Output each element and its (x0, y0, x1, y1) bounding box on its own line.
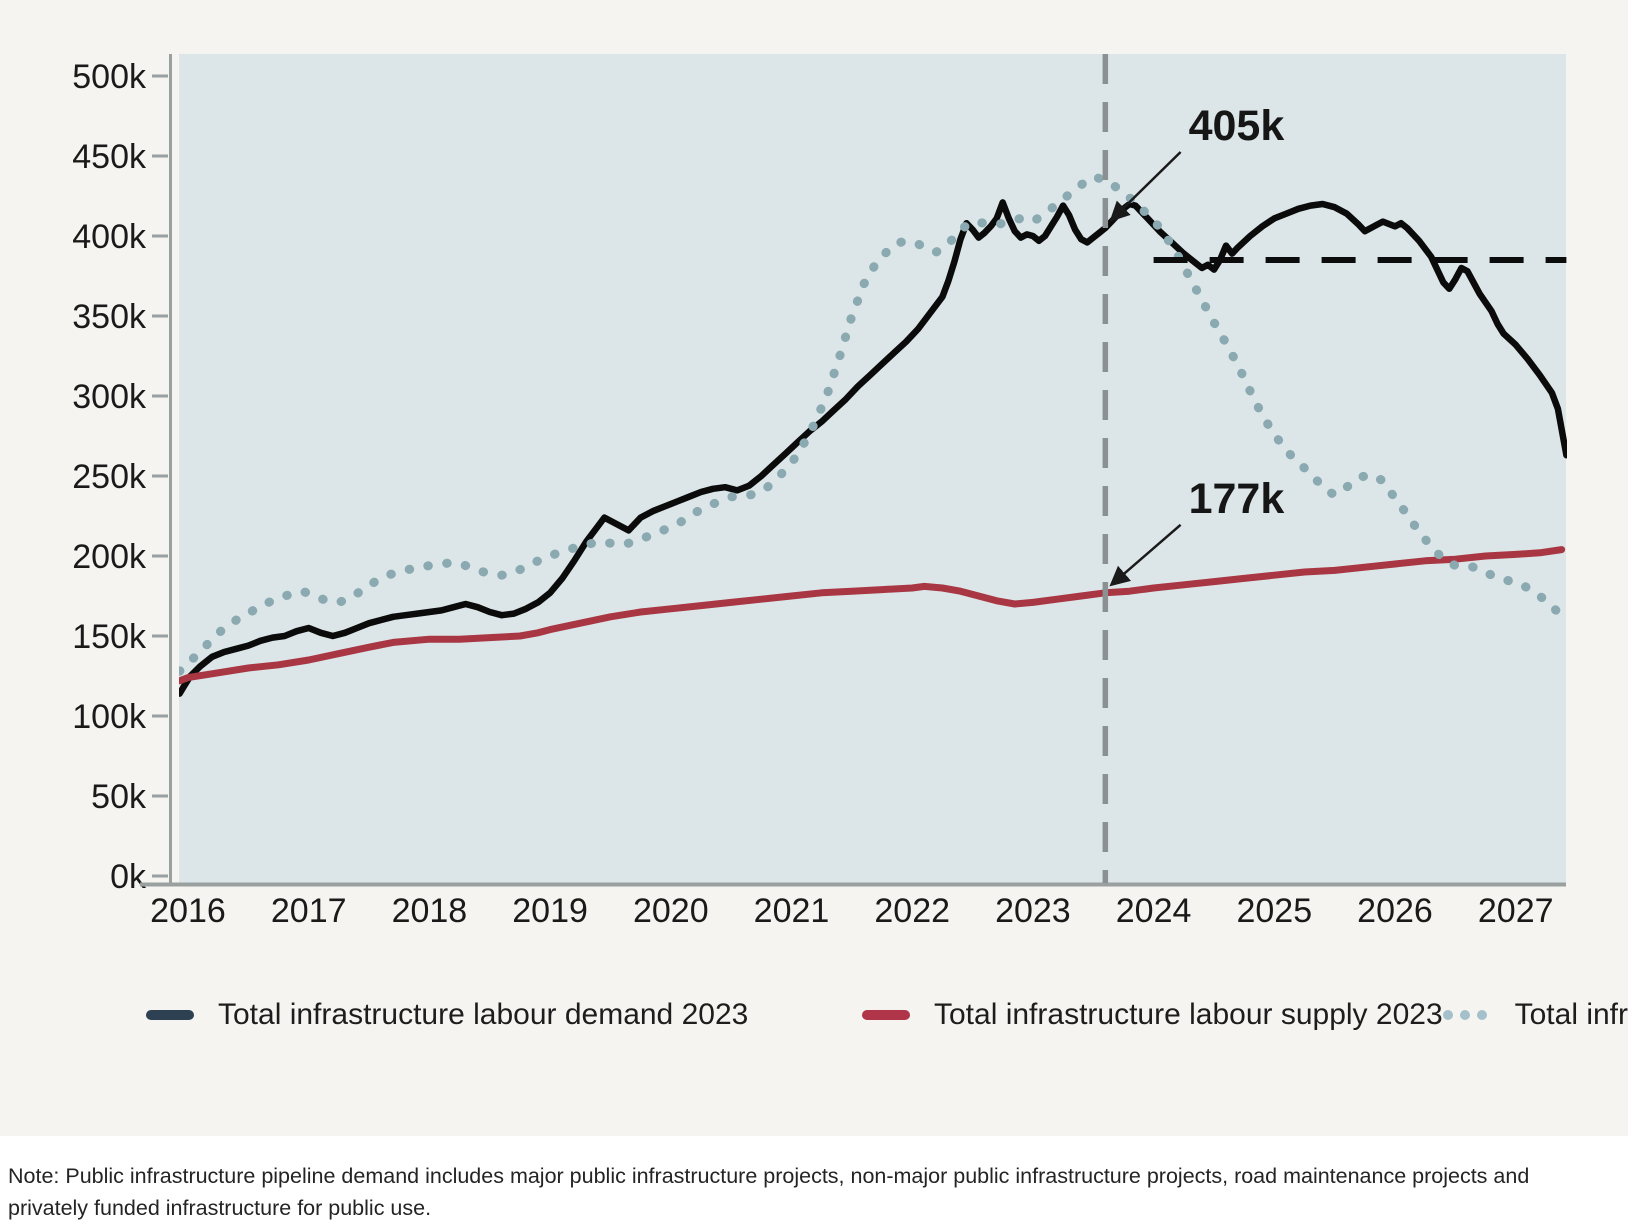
total-infrastructure-labour-demand-2023-line (179, 199, 1567, 697)
x-tick-label: 2021 (754, 892, 830, 930)
x-tick-label: 2016 (150, 892, 226, 930)
x-axis-ticks: 2016 2017 2018 2019 2020 2021 2022 2023 2024 2025… (150, 892, 1553, 930)
legend-item-demand-2023: Total infrastructure labour demand 2023 (146, 994, 862, 1035)
annotations: 405k 177k (1109, 102, 1285, 587)
x-tick-label: 2018 (392, 892, 468, 930)
y-tick-label: 350k (72, 298, 147, 336)
total-infrastructure-labour-demand-2022-line (179, 172, 1567, 676)
y-tick-label: 250k (72, 458, 147, 496)
x-tick-label: 2022 (874, 892, 950, 930)
x-tick-label: 2027 (1478, 892, 1554, 930)
x-tick-label: 2017 (271, 892, 347, 930)
legend: Total infrastructure labour demand 2023 … (146, 994, 1628, 1035)
annotation-177k: 177k (1189, 475, 1285, 523)
x-tick-label: 2024 (1116, 892, 1192, 930)
y-tick-label: 400k (72, 218, 147, 256)
plot-area (179, 54, 1566, 883)
supply-2023-line-swatch (862, 1009, 912, 1020)
y-tick-label: 450k (72, 138, 147, 176)
demand-2022-dotted-swatch (1442, 1009, 1493, 1020)
labour-demand-supply-chart: 0k 50k 100k 150k 200k 250k 300k 350k 400k 450k 500… (72, 54, 1567, 930)
y-axis-ticks: 0k 50k 100k 150k 200k 250k 300k 350k 400k 450k 500… (72, 58, 168, 896)
chart-card: 0k 50k 100k 150k 200k 250k 300k 350k 400k 450k 500… (0, 0, 1628, 1136)
total-infrastructure-labour-supply-2023-line (179, 546, 1566, 685)
y-tick-label: 200k (72, 538, 147, 576)
legend-label-demand-2023: Total infrastructure labour demand 2023 (218, 997, 749, 1031)
x-tick-label: 2019 (512, 892, 588, 930)
x-tick-label: 2025 (1236, 892, 1312, 930)
x-tick-label: 2020 (633, 892, 709, 930)
demand-2023-line-swatch (146, 1009, 196, 1020)
y-tick-label: 500k (72, 58, 147, 96)
y-tick-label: 0k (110, 858, 147, 896)
annotation-405k: 405k (1189, 102, 1285, 150)
x-tick-label: 2026 (1357, 892, 1433, 930)
y-tick-label: 150k (72, 618, 147, 656)
legend-item-demand-2022: Total infrastructure labour demand 2022 (1442, 994, 1628, 1035)
x-tick-label: 2023 (995, 892, 1071, 930)
footnote: Note: Public infrastructure pipeline dem… (8, 1164, 1530, 1221)
annotation-arrow-177k (1109, 523, 1182, 587)
y-tick-label: 300k (72, 378, 147, 416)
legend-item-supply-2023: Total infrastructure labour supply 2023 (862, 994, 1443, 1035)
y-tick-label: 50k (91, 778, 147, 816)
y-tick-label: 100k (72, 698, 147, 736)
legend-label-supply-2023: Total infrastructure labour supply 2023 (934, 997, 1443, 1031)
series-lines (179, 172, 1567, 697)
annotation-arrow-405k (1109, 151, 1182, 222)
legend-label-demand-2022: Total infrastructure labour demand 2022 (1514, 997, 1628, 1031)
